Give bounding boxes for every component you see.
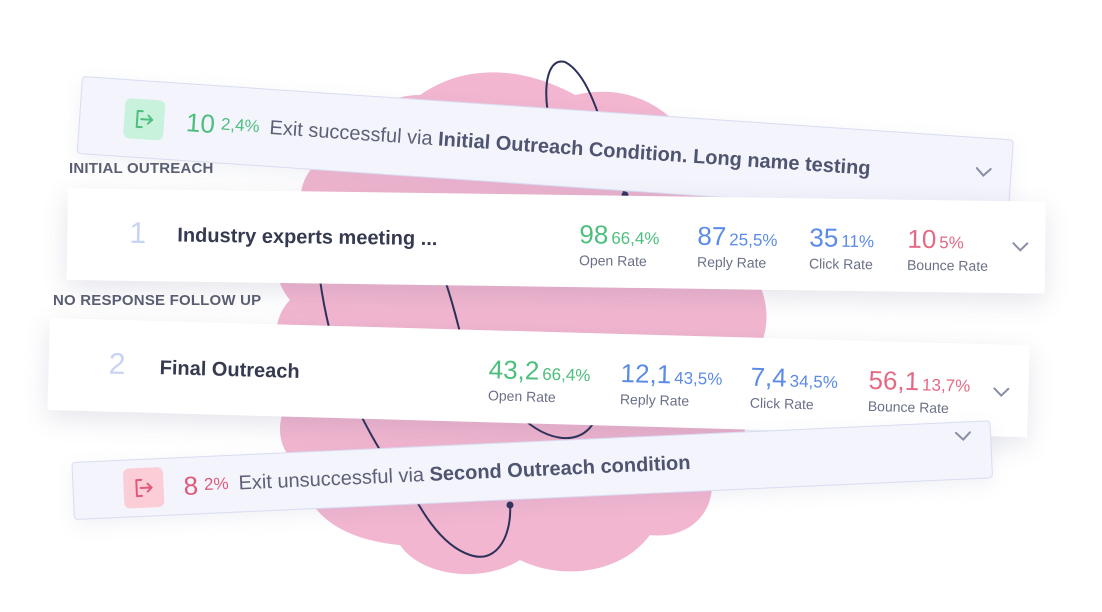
step-name: Industry experts meeting ... bbox=[177, 224, 438, 251]
stat-reply-rate: 87 25,5% Reply Rate bbox=[697, 221, 778, 271]
exit-arrow-icon bbox=[122, 466, 165, 509]
stat-percent: 25,5% bbox=[729, 230, 778, 250]
stat-percent: 5% bbox=[939, 233, 964, 253]
chevron-down-icon[interactable] bbox=[1011, 241, 1029, 253]
stat-label: Bounce Rate bbox=[867, 397, 950, 417]
stat-value: 7,4 bbox=[750, 361, 788, 393]
exit-fail-percent: 2% bbox=[203, 473, 229, 495]
stat-click-rate: 7,4 34,5% Click Rate bbox=[750, 362, 839, 413]
section-label-initial: INITIAL OUTREACH bbox=[69, 160, 214, 177]
exit-fail-text: Exit unsuccessful via Second Outreach co… bbox=[238, 451, 691, 494]
stat-label: Open Rate bbox=[487, 387, 556, 406]
exit-success-percent: 2,4% bbox=[220, 114, 261, 137]
stat-percent: 43,5% bbox=[673, 368, 723, 389]
exit-success-banner[interactable]: 10 2,4% Exit successful via Initial Outr… bbox=[76, 76, 1014, 218]
exit-fail-prefix: Exit unsuccessful via bbox=[238, 463, 425, 494]
stat-value: 98 bbox=[579, 219, 609, 250]
exit-fail-banner[interactable]: 8 2% Exit unsuccessful via Second Outrea… bbox=[71, 420, 994, 520]
stat-label: Open Rate bbox=[578, 252, 647, 270]
stat-value: 10 bbox=[907, 223, 937, 255]
exit-fail-count: 8 bbox=[182, 469, 199, 501]
stat-percent: 13,7% bbox=[921, 375, 971, 396]
stat-value: 87 bbox=[697, 220, 727, 252]
chevron-down-icon[interactable] bbox=[992, 386, 1010, 398]
stat-percent: 11% bbox=[841, 231, 875, 252]
stat-value: 43,2 bbox=[488, 354, 540, 386]
stat-open-rate: 43,2 66,4% Open Rate bbox=[488, 354, 591, 406]
step-card-1[interactable]: 1 Industry experts meeting ... 98 66,4% O… bbox=[66, 188, 1046, 294]
stat-reply-rate: 12,1 43,5% Reply Rate bbox=[620, 358, 723, 410]
stat-label: Click Rate bbox=[808, 255, 873, 273]
exit-success-count: 10 bbox=[185, 106, 217, 139]
stat-percent: 34,5% bbox=[789, 371, 839, 393]
stat-percent: 66,4% bbox=[541, 364, 591, 386]
exit-success-prefix: Exit successful via bbox=[268, 116, 434, 150]
stat-value: 12,1 bbox=[620, 357, 672, 390]
stat-bounce-rate: 56,1 13,7% Bounce Rate bbox=[868, 365, 971, 417]
stat-label: Click Rate bbox=[749, 394, 814, 413]
stat-bounce-rate: 10 5% Bounce Rate bbox=[907, 224, 989, 274]
stat-value: 56,1 bbox=[868, 364, 920, 397]
stat-label: Reply Rate bbox=[619, 390, 690, 409]
chevron-down-icon[interactable] bbox=[954, 430, 973, 443]
step-number: 1 bbox=[129, 216, 147, 251]
step-card-2[interactable]: 2 Final Outreach 43,2 66,4% Open Rate 12,… bbox=[47, 318, 1030, 438]
stat-open-rate: 98 66,4% Open Rate bbox=[579, 219, 660, 269]
exit-success-condition: Initial Outreach Condition. Long name te… bbox=[437, 127, 872, 180]
exit-success-text: Exit successful via Initial Outreach Con… bbox=[269, 116, 871, 180]
step-number: 2 bbox=[108, 347, 126, 382]
stat-label: Reply Rate bbox=[696, 253, 767, 271]
stat-percent: 66,4% bbox=[611, 228, 660, 249]
stat-click-rate: 35 11% Click Rate bbox=[809, 222, 874, 272]
exit-fail-condition: Second Outreach condition bbox=[429, 451, 691, 486]
exit-arrow-icon bbox=[122, 98, 166, 141]
chevron-down-icon[interactable] bbox=[974, 166, 993, 179]
stat-value: 35 bbox=[809, 222, 839, 253]
stat-label: Bounce Rate bbox=[906, 256, 989, 274]
step-name: Final Outreach bbox=[159, 357, 300, 383]
section-label-followup: NO RESPONSE FOLLOW UP bbox=[53, 292, 262, 309]
